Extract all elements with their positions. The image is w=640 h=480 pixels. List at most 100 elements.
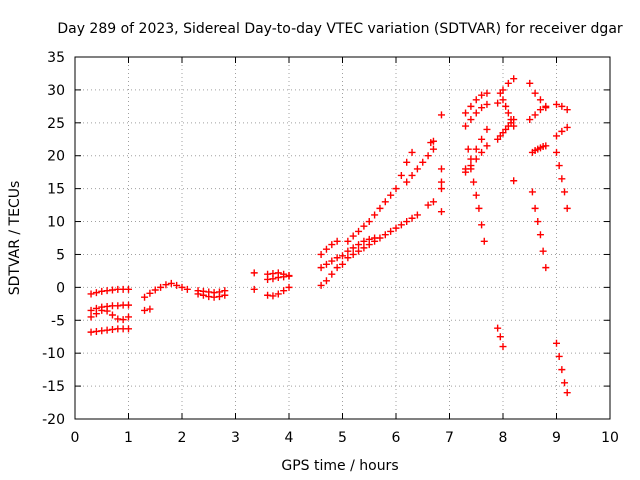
data-point xyxy=(472,191,480,199)
data-point xyxy=(381,231,389,239)
data-point xyxy=(339,260,346,268)
data-point xyxy=(365,241,373,249)
data-point xyxy=(344,237,352,245)
data-point xyxy=(371,237,379,245)
data-point xyxy=(355,247,363,255)
data-series xyxy=(344,211,421,262)
data-point xyxy=(429,198,437,206)
data-point xyxy=(531,204,539,212)
data-point xyxy=(119,316,127,324)
data-point xyxy=(534,218,542,226)
data-point xyxy=(472,96,480,104)
data-series xyxy=(462,100,491,130)
data-series xyxy=(87,301,132,314)
data-point xyxy=(413,165,421,173)
data-point xyxy=(510,75,518,83)
data-point xyxy=(496,333,504,341)
data-point xyxy=(467,102,475,110)
x-tick-label: 5 xyxy=(338,430,347,446)
data-point xyxy=(381,198,389,206)
data-point xyxy=(221,291,229,299)
data-point xyxy=(526,79,534,87)
data-point xyxy=(499,96,507,104)
data-point xyxy=(349,244,357,252)
data-series xyxy=(87,325,132,336)
data-point xyxy=(478,148,486,156)
data-point xyxy=(462,109,470,117)
data-point xyxy=(360,244,368,252)
data-series xyxy=(317,260,346,289)
data-point xyxy=(542,142,550,150)
data-point xyxy=(173,281,181,289)
data-point xyxy=(141,293,149,301)
data-point xyxy=(403,158,411,166)
data-point xyxy=(403,178,411,186)
data-point xyxy=(437,185,445,193)
y-tick-label: 25 xyxy=(47,116,65,132)
y-tick-label: 30 xyxy=(47,83,65,99)
data-point xyxy=(510,177,518,185)
data-point xyxy=(215,293,223,301)
data-points xyxy=(87,75,571,397)
data-point xyxy=(558,127,566,135)
data-series xyxy=(496,89,518,130)
data-point xyxy=(125,301,132,309)
data-point xyxy=(419,158,427,166)
data-series xyxy=(553,123,571,140)
data-point xyxy=(392,224,400,232)
data-point xyxy=(317,250,325,258)
y-tick-label: -10 xyxy=(42,346,65,362)
data-point xyxy=(269,292,277,300)
data-point xyxy=(408,171,416,179)
data-point xyxy=(285,272,293,280)
data-point xyxy=(87,290,95,298)
data-point xyxy=(437,165,445,173)
data-point xyxy=(146,305,154,313)
data-point xyxy=(502,102,510,110)
data-point xyxy=(333,237,341,245)
data-series xyxy=(194,290,229,301)
data-series xyxy=(264,272,293,283)
data-point xyxy=(496,89,504,97)
plot-frame xyxy=(74,56,611,420)
data-point xyxy=(87,313,95,321)
data-series xyxy=(317,252,346,272)
x-tick-label: 1 xyxy=(124,430,133,446)
data-series xyxy=(553,100,571,114)
data-point xyxy=(125,325,132,333)
data-point xyxy=(322,245,330,253)
y-tick-label: 35 xyxy=(47,50,65,66)
data-point xyxy=(360,237,368,245)
data-point xyxy=(162,281,170,289)
data-point xyxy=(355,227,363,235)
x-tick-label: 2 xyxy=(178,430,187,446)
data-point xyxy=(561,379,569,387)
data-point xyxy=(397,221,405,229)
data-point xyxy=(483,125,491,133)
x-tick-label: 4 xyxy=(285,430,294,446)
x-tick-label: 10 xyxy=(601,430,619,446)
data-point xyxy=(87,306,95,314)
data-point xyxy=(553,148,560,156)
data-point xyxy=(462,168,470,176)
data-series xyxy=(250,269,258,293)
data-point xyxy=(360,222,368,230)
data-point xyxy=(141,306,149,314)
data-point xyxy=(483,100,491,108)
data-point xyxy=(424,201,432,209)
data-point xyxy=(536,231,544,239)
data-point xyxy=(531,111,539,119)
data-point xyxy=(494,324,502,332)
data-series xyxy=(494,324,507,351)
y-tick-labels: -20 -15 -10 -5 0 5 10 15 20 25 30 35 xyxy=(42,50,65,428)
data-point xyxy=(285,283,293,291)
y-tick-label: -15 xyxy=(42,379,65,395)
x-tick-labels: 0 1 2 3 4 5 6 7 8 9 10 xyxy=(71,430,619,446)
data-point xyxy=(146,289,154,297)
grid-lines xyxy=(75,57,610,419)
data-series xyxy=(141,305,154,314)
data-point xyxy=(250,269,258,277)
data-point xyxy=(103,307,111,315)
data-point xyxy=(437,178,445,186)
y-tick-label: -20 xyxy=(42,412,65,428)
